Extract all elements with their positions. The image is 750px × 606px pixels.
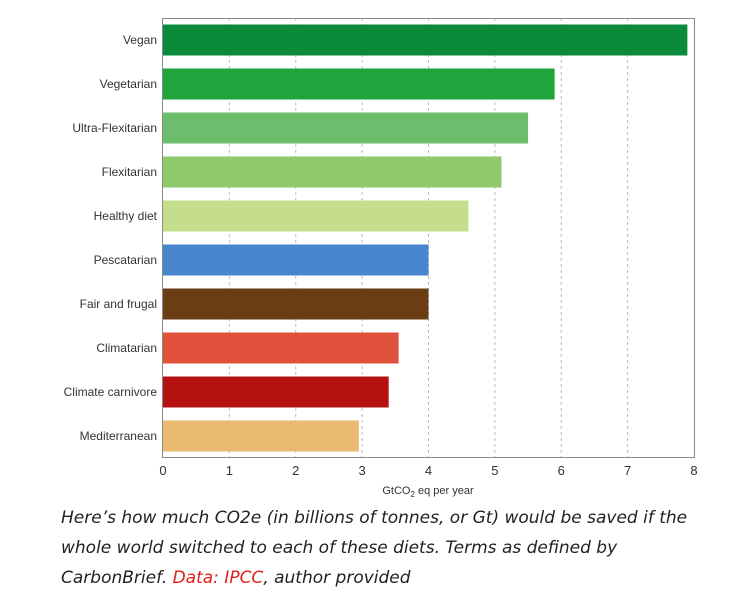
bar-fair-and-frugal [163, 288, 429, 320]
x-tick-label: 3 [359, 463, 366, 478]
caption-suffix: , author provided [263, 568, 411, 588]
data-source-link[interactable]: Data: IPCC [172, 568, 264, 588]
chart: Vegan Vegetarian Ultra-Flexitarian Flexitar… [64, 18, 698, 499]
bar-chart-svg: Vegan Vegetarian Ultra-Flexitarian Flexitar… [64, 18, 698, 499]
x-tick-label: 2 [292, 463, 299, 478]
category-label: Climatarian [96, 341, 157, 355]
x-tick-label: 0 [159, 463, 166, 478]
category-label: Ultra-Flexitarian [72, 121, 157, 135]
bar-vegan [163, 24, 688, 56]
bar-ultra-flexitarian [163, 112, 529, 144]
bar-pescatarian [163, 244, 429, 276]
category-label: Climate carnivore [64, 385, 158, 399]
category-label: Vegan [123, 33, 157, 47]
bar-climatarian [163, 332, 399, 364]
x-axis-title: GtCO2 eq per year [382, 485, 474, 499]
figure-caption: Here’s how much CO2e (in billions of ton… [61, 503, 721, 593]
category-label: Vegetarian [100, 77, 157, 91]
category-label: Fair and frugal [80, 297, 157, 311]
bar-layer [163, 24, 688, 452]
bar-flexitarian [163, 156, 502, 188]
bar-vegetarian [163, 68, 555, 100]
category-label: Mediterranean [80, 429, 157, 443]
category-label: Pescatarian [94, 253, 157, 267]
x-tick-labels: 0 1 2 3 4 5 6 7 8 [159, 463, 697, 478]
x-tick-label: 4 [425, 463, 432, 478]
bar-healthy-diet [163, 200, 469, 232]
bar-mediterranean [163, 420, 359, 452]
category-label: Healthy diet [94, 209, 158, 223]
x-tick-label: 1 [226, 463, 233, 478]
x-tick-label: 7 [624, 463, 631, 478]
plot-frame [162, 18, 695, 458]
bar-climate-carnivore [163, 376, 389, 408]
x-tick-label: 6 [558, 463, 565, 478]
x-tick-label: 8 [690, 463, 697, 478]
x-tick-label: 5 [491, 463, 498, 478]
category-label: Flexitarian [102, 165, 157, 179]
caption-text: Here’s how much CO2e (in billions of ton… [61, 508, 688, 588]
category-labels: Vegan Vegetarian Ultra-Flexitarian Flexitar… [64, 33, 158, 443]
